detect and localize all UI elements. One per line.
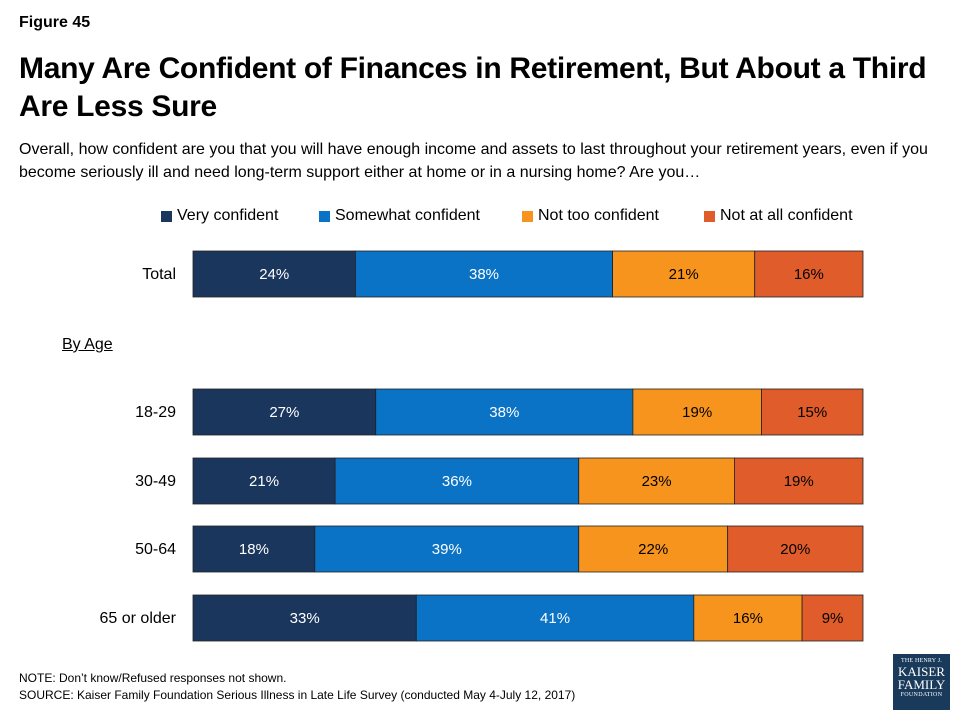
bar-segment-very-confident-total: [192, 250, 356, 298]
bar-segment-not-too-confident-65-or-older: [693, 594, 803, 642]
category-label-50-64: 50-64: [135, 541, 176, 558]
data-label-not-too-confident-30-49: 23%: [642, 473, 672, 490]
bar-segment-not-at-all-confident-50-64: [727, 525, 864, 573]
data-label-very-confident-total: 24%: [259, 266, 289, 283]
bar-segment-not-too-confident-50-64: [578, 525, 729, 573]
bar-segment-not-at-all-confident-18-29: [761, 388, 864, 436]
note-text: NOTE: Don’t know/Refused responses not s…: [19, 671, 287, 685]
data-label-not-at-all-confident-total: 16%: [794, 266, 824, 283]
section-label-by-age: By Age: [62, 336, 113, 353]
bar-segment-not-too-confident-30-49: [578, 457, 735, 505]
bar-segment-very-confident-65-or-older: [192, 594, 417, 642]
legend-swatch: [161, 210, 172, 222]
data-label-somewhat-confident-65-or-older: 41%: [540, 610, 570, 627]
bar-segment-somewhat-confident-65-or-older: [415, 594, 695, 642]
chart-footnote: NOTE: Don’t know/Refused responses not s…: [19, 670, 575, 704]
data-label-not-too-confident-50-64: 22%: [638, 541, 668, 558]
figure-label: Figure 45: [19, 14, 91, 31]
chart-subtitle: Overall, how confident are you that you …: [19, 141, 928, 181]
legend-item-very-confident: Very confident: [161, 207, 278, 225]
data-label-not-at-all-confident-30-49: 19%: [784, 473, 814, 490]
bar-segment-not-too-confident-total: [612, 250, 756, 298]
logo-line: FAMILY: [897, 677, 946, 692]
bar-segment-very-confident-50-64: [192, 525, 316, 573]
chart-title: Many Are Confident of Finances in Retire…: [19, 52, 927, 123]
data-label-somewhat-confident-18-29: 38%: [489, 404, 519, 421]
bar-segment-somewhat-confident-total: [355, 250, 613, 298]
category-label-65-or-older: 65 or older: [100, 610, 177, 627]
bar-segment-somewhat-confident-50-64: [314, 525, 580, 573]
legend-swatch: [522, 210, 533, 222]
legend-swatch: [319, 210, 330, 222]
bar-segment-somewhat-confident-18-29: [375, 388, 634, 436]
bar-segment-very-confident-30-49: [192, 457, 336, 505]
legend-item-not-at-all-confident: Not at all confident: [704, 207, 853, 225]
data-label-very-confident-50-64: 18%: [239, 541, 269, 558]
data-label-not-at-all-confident-50-64: 20%: [780, 541, 810, 558]
legend-item-not-too-confident: Not too confident: [522, 207, 659, 225]
category-label-30-49: 30-49: [135, 473, 176, 490]
bar-segment-somewhat-confident-30-49: [334, 457, 580, 505]
legend-label: Not at all confident: [720, 207, 853, 224]
data-label-somewhat-confident-30-49: 36%: [442, 473, 472, 490]
bar-segment-not-at-all-confident-30-49: [734, 457, 864, 505]
data-label-not-too-confident-18-29: 19%: [682, 404, 712, 421]
data-label-somewhat-confident-50-64: 39%: [432, 541, 462, 558]
logo-line: FOUNDATION: [900, 692, 943, 698]
chart-legend: Very confident Somewhat confident Not to…: [0, 207, 960, 229]
bar-segment-not-at-all-confident-65-or-older: [801, 594, 864, 642]
legend-swatch: [704, 210, 715, 222]
data-label-very-confident-18-29: 27%: [269, 404, 299, 421]
stacked-bar-chart: Total 24% 38% 21% 16% 18-29 27% 38% 19% 15% 30-49 2…: [100, 250, 864, 642]
data-label-not-too-confident-total: 21%: [669, 266, 699, 283]
data-label-somewhat-confident-total: 38%: [469, 266, 499, 283]
bar-segment-not-at-all-confident-total: [754, 250, 864, 298]
data-label-very-confident-30-49: 21%: [249, 473, 279, 490]
legend-label: Not too confident: [538, 207, 659, 224]
bar-segment-not-too-confident-18-29: [632, 388, 762, 436]
data-label-not-too-confident-65-or-older: 16%: [733, 610, 763, 627]
logo-line: THE HENRY J.: [900, 658, 942, 664]
category-label-18-29: 18-29: [135, 404, 176, 421]
category-label-total: Total: [142, 266, 176, 283]
kff-logo: THE HENRY J. KAISER FAMILY FOUNDATION: [893, 654, 950, 710]
legend-label: Very confident: [177, 207, 279, 224]
bar-segment-very-confident-18-29: [192, 388, 377, 436]
source-text: SOURCE: Kaiser Family Foundation Serious…: [19, 688, 576, 702]
legend-label: Somewhat confident: [335, 207, 480, 224]
data-label-not-at-all-confident-18-29: 15%: [797, 404, 827, 421]
data-label-not-at-all-confident-65-or-older: 9%: [822, 610, 844, 627]
data-label-very-confident-65-or-older: 33%: [290, 610, 320, 627]
logo-line: KAISER: [898, 664, 945, 679]
legend-item-somewhat-confident: Somewhat confident: [319, 207, 480, 225]
